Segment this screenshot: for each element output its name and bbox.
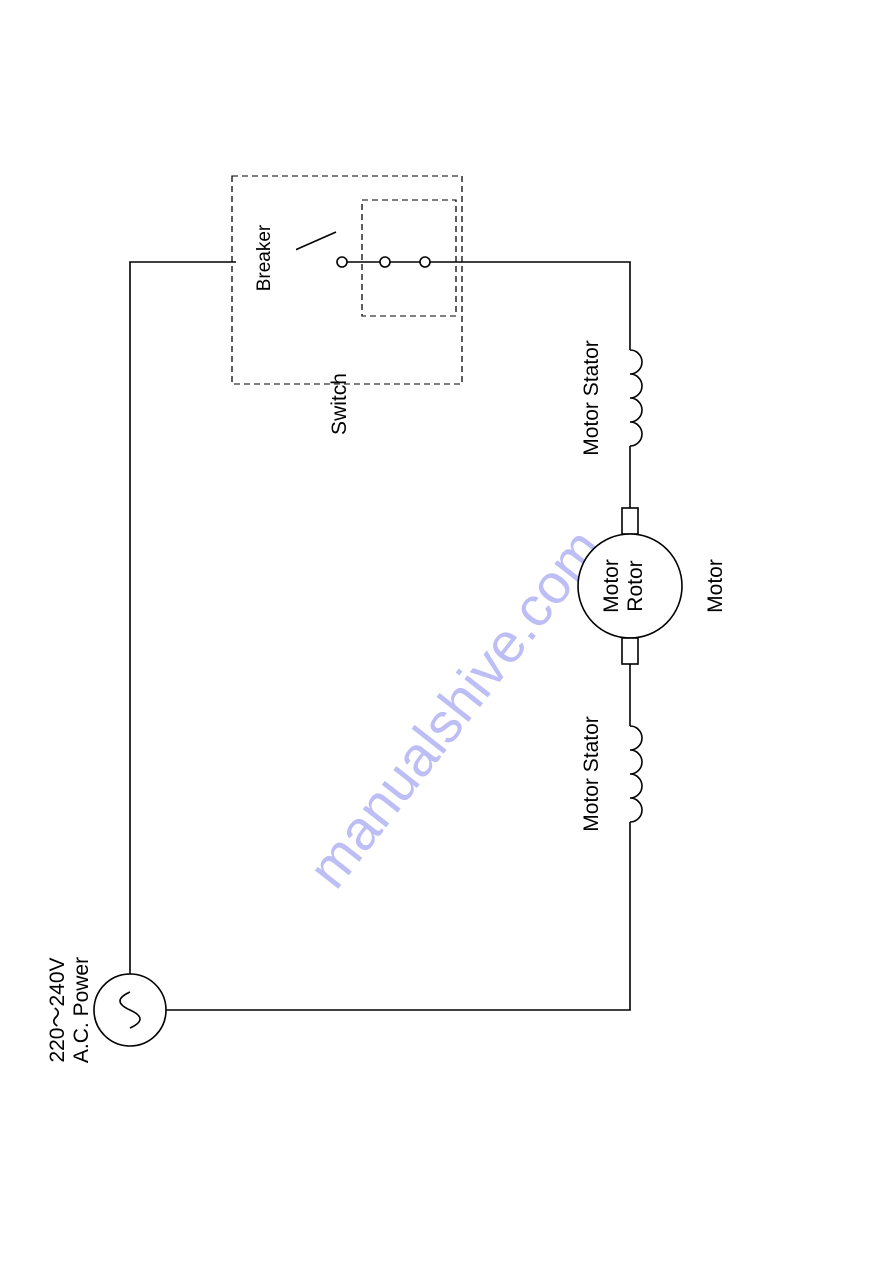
lbl-acpower1: A.C. Power	[70, 957, 93, 1063]
circuit-diagram: manualshive.com	[0, 0, 893, 1263]
lbl-acpower2: 220～240V	[46, 957, 69, 1062]
lbl-switch: Switch	[328, 373, 351, 435]
lbl-stator-bottom: Motor Stator	[580, 716, 603, 832]
lbl-rotor2: Rotor	[624, 560, 647, 611]
lbl-breaker-final: Breaker	[254, 224, 275, 291]
lbl-rotor1: Motor	[600, 559, 623, 613]
lbl-motor: Motor	[704, 559, 727, 613]
lbl-stator-top: Motor Stator	[580, 340, 603, 456]
